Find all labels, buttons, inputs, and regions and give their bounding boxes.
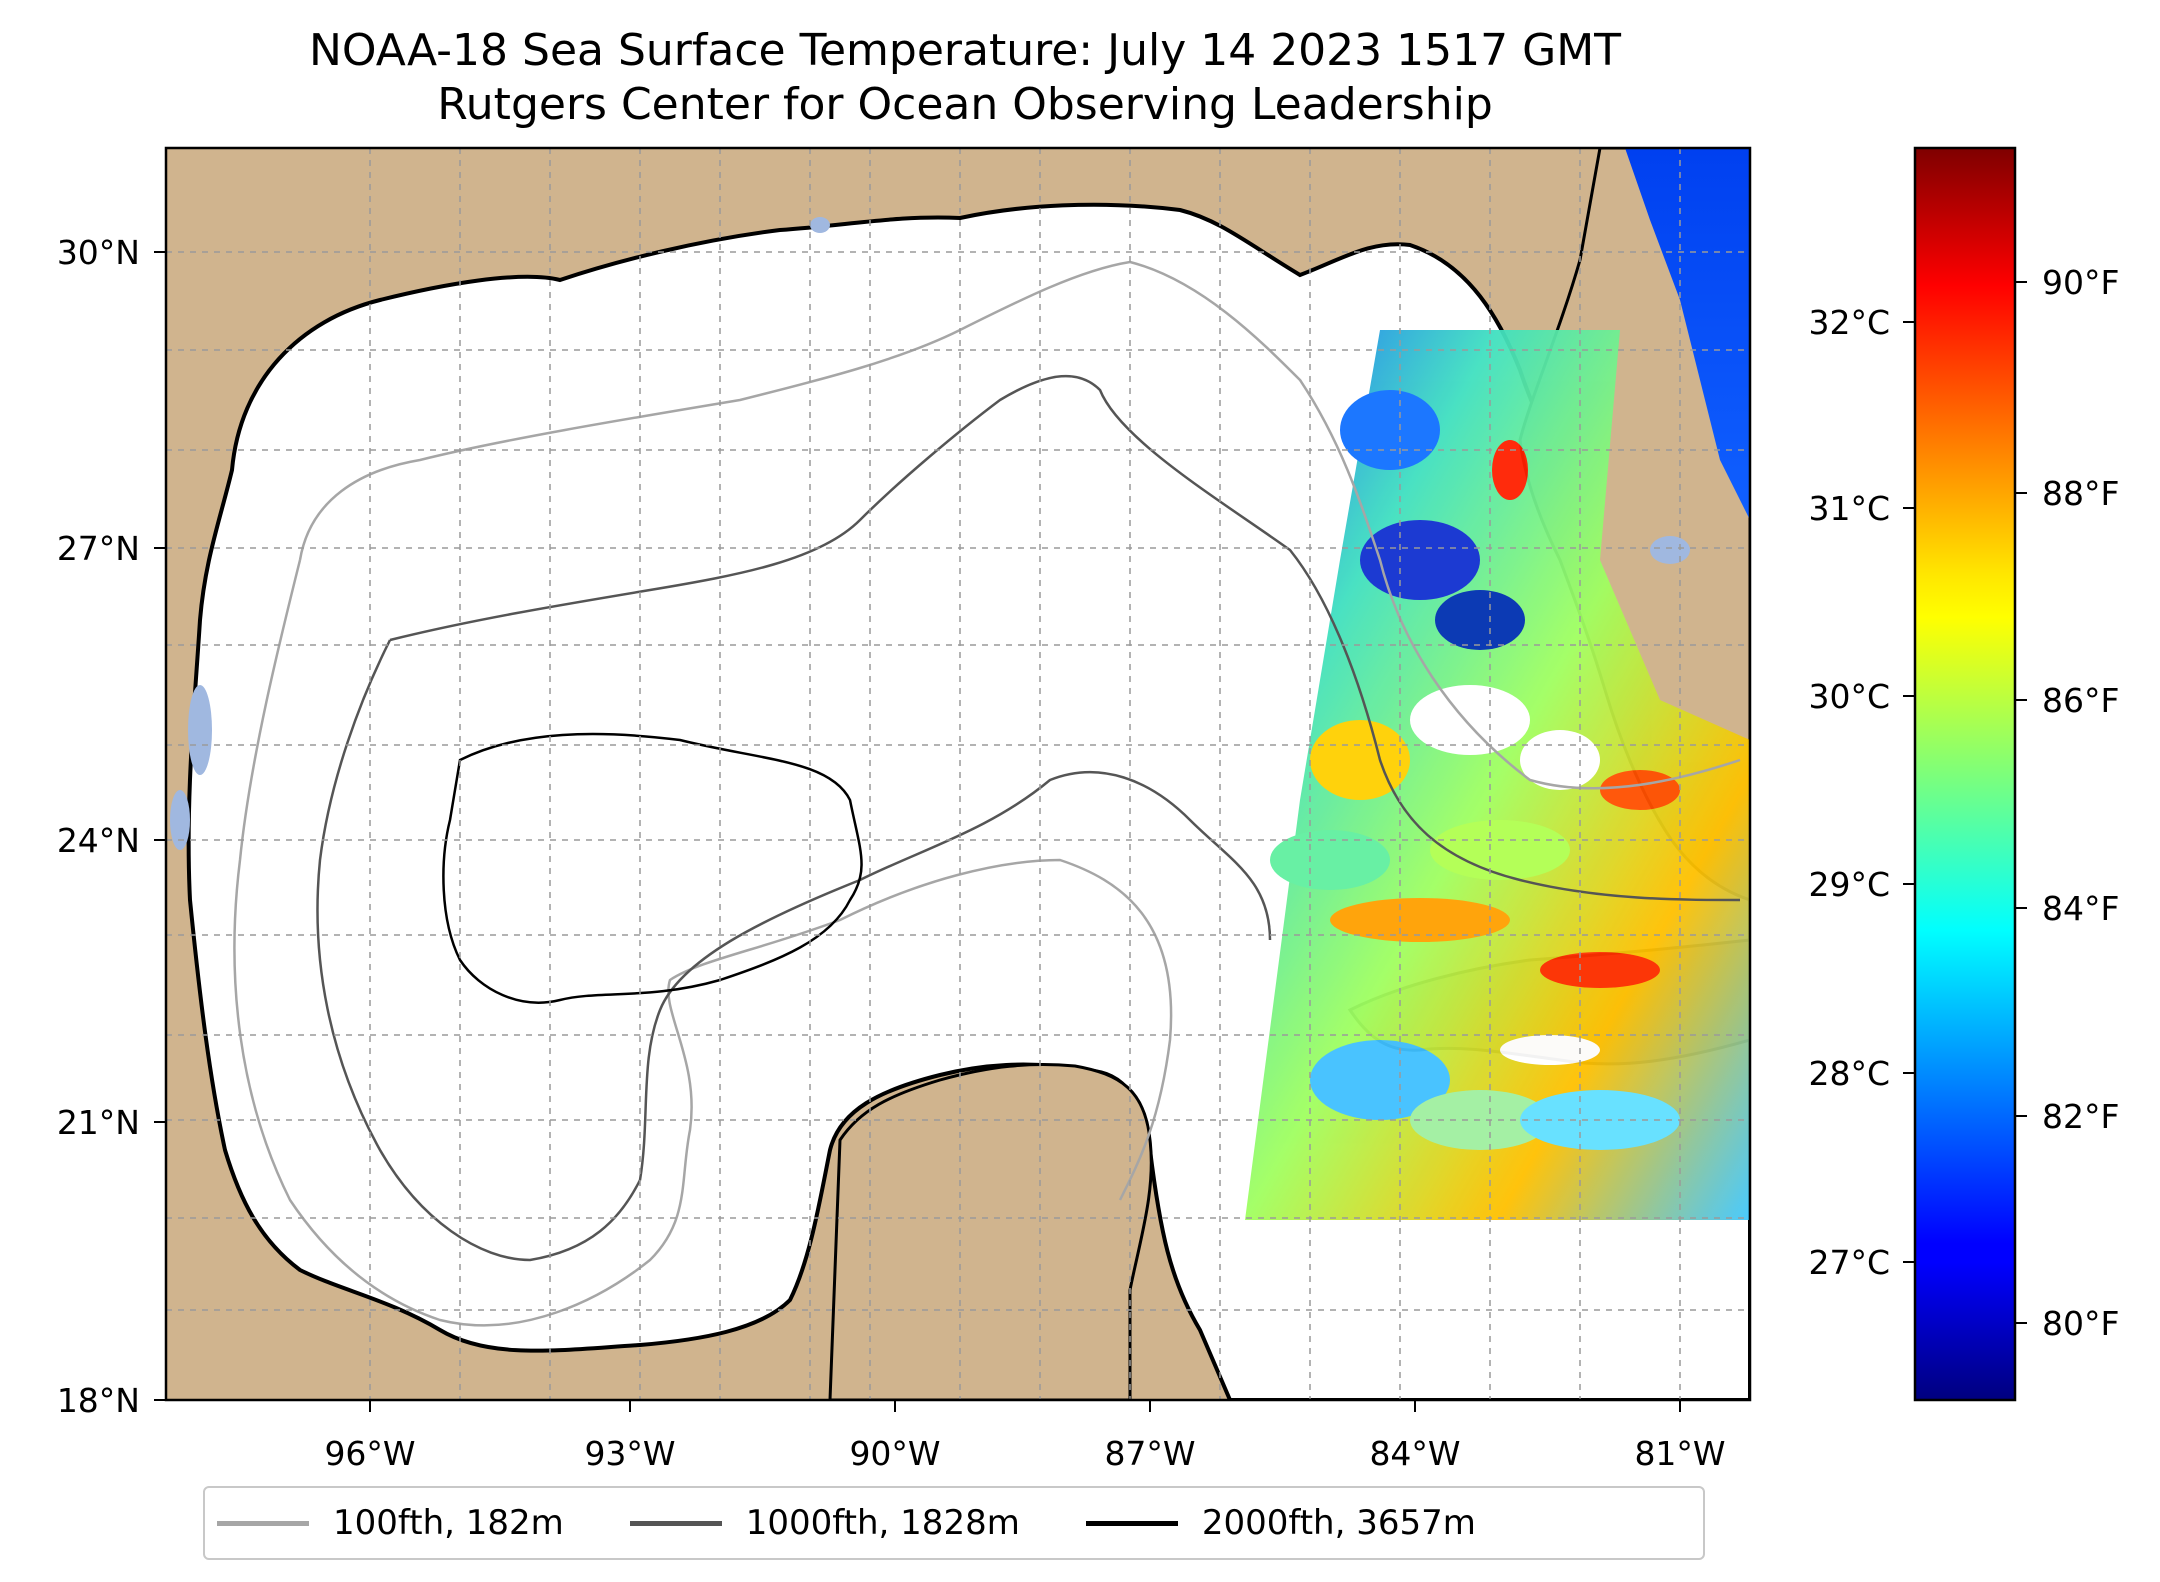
fahrenheit-tick-label: 82°F bbox=[2042, 1097, 2119, 1136]
legend-item-2000fth: 2000fth, 3657m bbox=[1085, 1503, 1476, 1543]
legend-swatch bbox=[1085, 1520, 1178, 1526]
bathymetry-contours bbox=[233, 260, 1741, 1327]
fahrenheit-tick-label: 80°F bbox=[2042, 1304, 2119, 1343]
legend-swatch bbox=[629, 1520, 722, 1526]
sst-swath bbox=[1245, 330, 1750, 1220]
lon-tick-label: 93°W bbox=[584, 1434, 675, 1473]
lon-tick-label: 81°W bbox=[1634, 1434, 1725, 1473]
lake bbox=[1650, 536, 1690, 564]
lat-tick-label: 30°N bbox=[57, 233, 140, 272]
lake bbox=[170, 790, 190, 850]
legend-label: 1000fth, 1828m bbox=[745, 1503, 1020, 1543]
colorbar bbox=[1913, 146, 2017, 1402]
lon-tick-label: 96°W bbox=[324, 1434, 415, 1473]
lat-tick-label: 24°N bbox=[57, 821, 140, 860]
celsius-tick-label: 28°C bbox=[1808, 1054, 1890, 1093]
contour-2000fth bbox=[442, 732, 863, 1004]
fahrenheit-tick-label: 88°F bbox=[2042, 474, 2119, 513]
map-frame bbox=[164, 146, 1752, 1402]
lon-tick-label: 90°W bbox=[849, 1434, 940, 1473]
yucatan-land bbox=[828, 1063, 1153, 1400]
lake bbox=[810, 217, 830, 233]
celsius-tick-label: 31°C bbox=[1808, 489, 1890, 528]
atlantic-sst bbox=[1625, 148, 1750, 520]
contour-100fth bbox=[298, 260, 1741, 790]
fahrenheit-tick-label: 90°F bbox=[2042, 263, 2119, 302]
lake bbox=[188, 685, 212, 775]
celsius-tick-label: 32°C bbox=[1808, 303, 1890, 342]
celsius-tick-label: 29°C bbox=[1808, 865, 1890, 904]
lat-tick-label: 21°N bbox=[57, 1103, 140, 1142]
lat-tick-label: 18°N bbox=[57, 1381, 140, 1420]
fahrenheit-tick-marks bbox=[2015, 281, 2027, 1324]
lon-tick-label: 84°W bbox=[1369, 1434, 1460, 1473]
legend-label: 100fth, 182m bbox=[333, 1503, 564, 1543]
fahrenheit-tick-label: 86°F bbox=[2042, 681, 2119, 720]
legend-item-1000fth: 1000fth, 1828m bbox=[629, 1503, 1020, 1543]
legend-swatch bbox=[217, 1520, 309, 1526]
legend-label: 2000fth, 3657m bbox=[1201, 1503, 1476, 1543]
lon-tick-marks bbox=[369, 1400, 1681, 1412]
lat-tick-marks bbox=[154, 251, 166, 1401]
lon-tick-label: 87°W bbox=[1104, 1434, 1195, 1473]
contour-legend: 100fth, 182m 1000fth, 1828m 2000fth, 365… bbox=[203, 1486, 1705, 1560]
contour-1000fth bbox=[389, 374, 1741, 902]
celsius-tick-marks bbox=[1903, 321, 1915, 1263]
celsius-tick-label: 27°C bbox=[1808, 1243, 1890, 1282]
fahrenheit-tick-label: 84°F bbox=[2042, 889, 2119, 928]
map-subtitle: Rutgers Center for Ocean Observing Leade… bbox=[437, 79, 1493, 130]
gridlines bbox=[166, 148, 1750, 1400]
celsius-tick-label: 30°C bbox=[1808, 677, 1890, 716]
lat-tick-label: 27°N bbox=[57, 529, 140, 568]
map-title: NOAA-18 Sea Surface Temperature: July 14… bbox=[308, 25, 1622, 76]
map-area bbox=[166, 148, 1750, 1400]
legend-item-100fth: 100fth, 182m bbox=[217, 1503, 564, 1543]
